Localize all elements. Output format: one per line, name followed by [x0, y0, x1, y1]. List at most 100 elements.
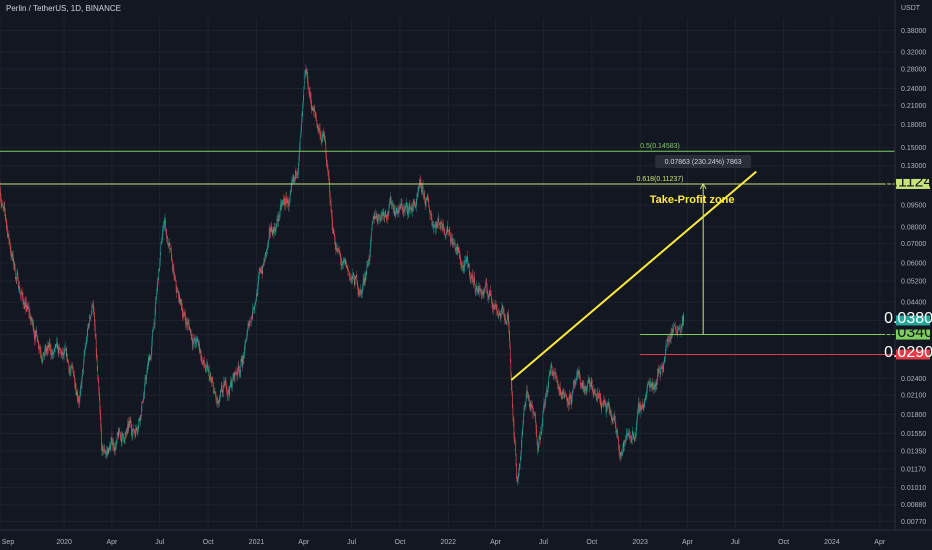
candle-body	[491, 296, 492, 299]
candle-body	[148, 357, 149, 363]
candle-body	[170, 248, 172, 250]
trendline[interactable]	[510, 170, 757, 381]
candle-body	[582, 382, 584, 388]
candle-body	[208, 369, 209, 371]
candle-body	[102, 446, 104, 451]
candle-body	[420, 183, 422, 186]
candle-body	[555, 373, 557, 377]
candle-body	[23, 302, 25, 309]
candle-body	[562, 389, 564, 395]
candle-body	[182, 308, 183, 316]
candle-body	[67, 353, 68, 360]
candle-body	[545, 395, 546, 404]
candle-body	[288, 201, 290, 207]
candle-body	[575, 379, 577, 385]
candle-body	[140, 415, 141, 421]
candle-body	[435, 225, 437, 229]
candle-body	[370, 242, 371, 251]
candle-body	[332, 224, 333, 233]
candle-body	[139, 418, 141, 421]
candle-body	[546, 389, 547, 394]
candle-body	[4, 206, 5, 211]
y-tick-label: 0.01550	[901, 431, 926, 438]
candle-body	[80, 390, 81, 396]
candle-body	[53, 350, 55, 354]
candle-body	[661, 366, 663, 369]
candle-body	[312, 106, 313, 112]
candle-body	[500, 313, 502, 318]
candle-body	[449, 230, 450, 232]
candle-body	[274, 228, 275, 234]
candle-body	[104, 448, 105, 452]
candle-body	[409, 203, 411, 209]
candle-body	[607, 402, 609, 406]
candle-body	[286, 197, 287, 203]
candle-body	[1, 203, 2, 206]
candle-body	[525, 397, 527, 402]
candle-body	[173, 268, 175, 276]
candle-body	[452, 242, 454, 245]
candle-body	[276, 225, 277, 229]
candle-body	[163, 224, 165, 228]
candle-body	[431, 214, 432, 220]
candle-body	[115, 442, 117, 448]
candle-body	[60, 349, 62, 355]
candle-body	[402, 209, 404, 214]
candle-body	[613, 418, 614, 420]
candle-body	[93, 304, 94, 312]
candle-body	[420, 180, 421, 184]
candle-body	[52, 351, 53, 356]
candle-body	[110, 442, 112, 448]
candle-body	[135, 427, 137, 431]
candle-body	[5, 210, 6, 216]
candle-body	[105, 453, 106, 455]
candle-body	[95, 334, 96, 340]
candle-body	[284, 202, 286, 207]
candle-body	[508, 314, 509, 328]
candle-body	[488, 295, 490, 298]
candle-body	[308, 89, 310, 94]
candle-body	[486, 283, 487, 288]
candle-body	[409, 203, 410, 210]
candle-body	[86, 332, 88, 341]
candle-body	[622, 448, 624, 453]
candle-body	[665, 352, 666, 359]
candle-body	[623, 442, 624, 449]
candle-body	[655, 384, 656, 387]
candle-body	[462, 265, 464, 267]
candle-body	[184, 313, 186, 317]
candle-body	[617, 435, 619, 439]
candle-body	[636, 424, 637, 431]
candle-body	[416, 198, 418, 202]
candle-body	[259, 268, 260, 274]
candle-body	[421, 185, 422, 192]
candle-body	[294, 178, 296, 180]
candle-body	[263, 264, 264, 266]
candle-body	[76, 393, 77, 396]
candle-body	[304, 82, 305, 89]
candle-body	[232, 377, 234, 382]
candle-body	[670, 333, 672, 339]
candle-body	[366, 273, 367, 275]
candle-body	[2, 204, 3, 206]
candle-body	[200, 351, 202, 358]
candle-body	[299, 138, 301, 147]
candle-body	[463, 266, 465, 271]
candle-body	[377, 219, 379, 222]
candle-body	[168, 243, 169, 244]
candle-body	[631, 433, 633, 440]
candle-body	[146, 374, 147, 380]
candle-body	[647, 384, 648, 389]
candle-body	[149, 357, 150, 361]
candle-body	[346, 266, 348, 268]
candle-body	[392, 203, 393, 205]
candle-body	[206, 364, 208, 366]
candle-body	[87, 328, 89, 333]
candle-body	[56, 341, 58, 345]
candle-body	[387, 213, 388, 219]
candle-body	[625, 438, 627, 440]
candle-body	[641, 404, 642, 409]
candle-body	[352, 273, 354, 275]
candle-body	[630, 437, 631, 439]
